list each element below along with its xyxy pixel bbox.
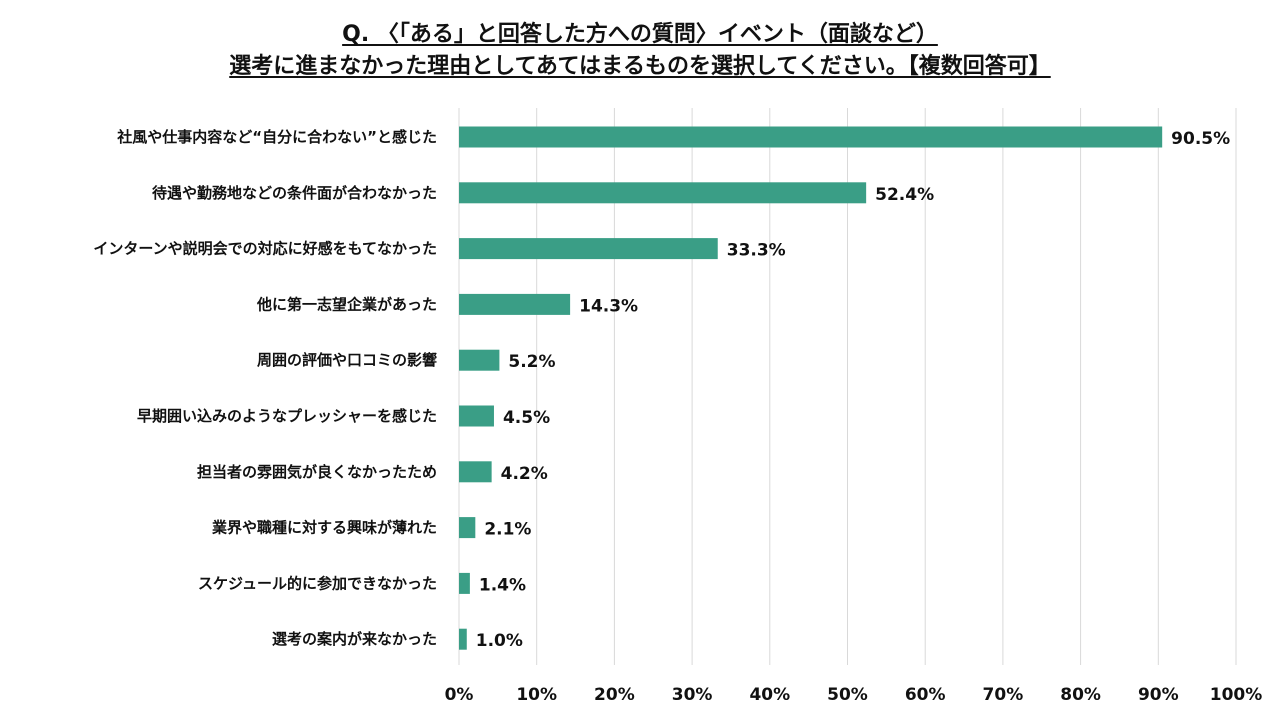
category-label: 周囲の評価や口コミの影響 — [257, 351, 437, 369]
x-tick-label: 20% — [594, 685, 635, 705]
category-label: スケジュール的に参加できなかった — [198, 574, 437, 592]
chart-title-line-2: 選考に進まなかった理由としてあてはまるものを選択してください。【複数回答可】 — [229, 54, 1051, 79]
value-label: 2.1% — [484, 520, 531, 540]
category-labels: 社風や仕事内容など“自分に合わない”と感じた待遇や勤務地などの条件面が合わなかっ… — [93, 128, 437, 648]
x-tick-label: 70% — [983, 685, 1024, 705]
value-label: 52.4% — [875, 185, 934, 205]
bar — [459, 182, 867, 204]
x-tick-label: 0% — [445, 685, 474, 705]
value-label: 1.0% — [476, 631, 523, 651]
x-tick-label: 30% — [672, 685, 713, 705]
value-label: 33.3% — [727, 241, 786, 261]
x-tick-label: 100% — [1210, 685, 1263, 705]
category-label: 待遇や勤務地などの条件面が合わなかった — [152, 184, 437, 202]
x-tick-label: 90% — [1138, 685, 1179, 705]
value-label: 1.4% — [479, 575, 526, 595]
x-tick-label: 50% — [827, 685, 868, 705]
bar — [459, 349, 500, 371]
value-label: 14.3% — [579, 296, 638, 316]
x-tick-label: 60% — [905, 685, 946, 705]
category-label: 社風や仕事内容など“自分に合わない”と感じた — [116, 128, 437, 146]
category-label: 業界や職種に対する興味が薄れた — [211, 519, 437, 537]
bars — [459, 126, 1163, 650]
bar — [459, 572, 470, 594]
bar — [459, 461, 492, 483]
value-label: 4.2% — [501, 464, 548, 484]
chart-title-line-1: Q. 〈「ある」と回答した方への質問〉イベント（面談など） — [342, 22, 938, 47]
bar — [459, 517, 476, 539]
value-label: 90.5% — [1171, 129, 1230, 149]
bar — [459, 405, 494, 427]
category-label: インターンや説明会での対応に好感をもてなかった — [93, 240, 437, 258]
x-tick-labels: 0% 10% 20% 30% 40% 50% 60% 70% 80% 90% 100% — [445, 685, 1263, 705]
x-tick-label: 10% — [516, 685, 557, 705]
bar — [459, 238, 718, 260]
bar — [459, 628, 467, 650]
category-label: 担当者の雰囲気が良くなかったため — [197, 463, 437, 481]
bar — [459, 126, 1163, 148]
category-label: 選考の案内が来なかった — [272, 630, 437, 648]
value-label: 4.5% — [503, 408, 550, 428]
value-labels: 90.5% 52.4% 33.3% 14.3% 5.2% 4.5% 4.2% 2.1% 1.4%… — [476, 129, 1230, 651]
bar — [459, 293, 571, 315]
x-tick-label: 80% — [1060, 685, 1101, 705]
value-label: 5.2% — [508, 352, 555, 372]
category-label: 早期囲い込みのようなプレッシャーを感じた — [137, 407, 437, 425]
category-label: 他に第一志望企業があった — [256, 295, 437, 313]
x-tick-label: 40% — [749, 685, 790, 705]
